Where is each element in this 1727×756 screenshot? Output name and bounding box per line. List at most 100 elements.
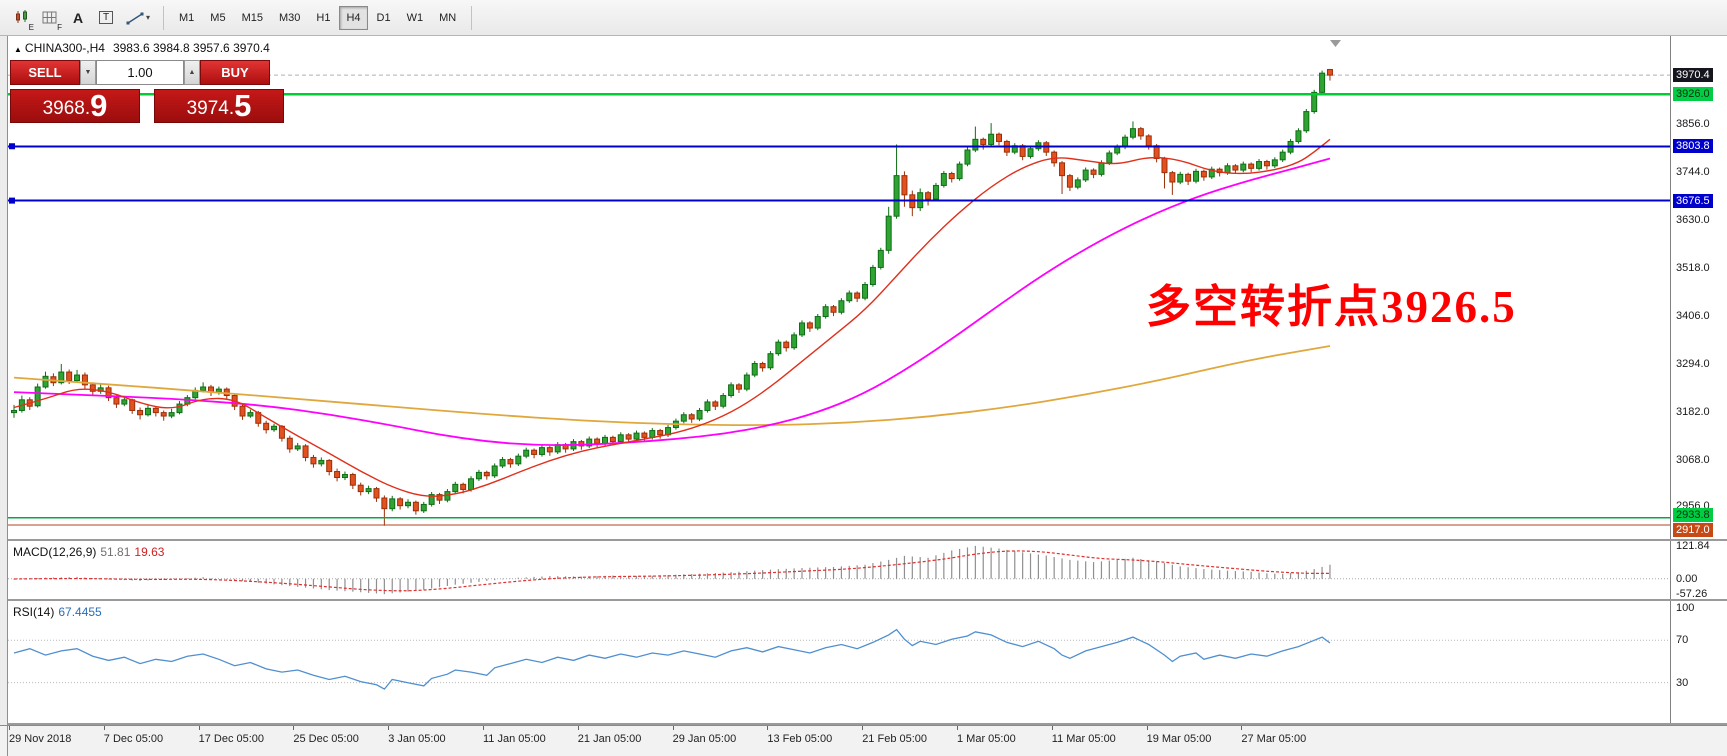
grid-glyph <box>42 11 57 23</box>
chart-header: ▲ CHINA300-,H4 3983.6 3984.8 3957.6 3970.4 <box>14 41 270 55</box>
ask-price-main: 3974. <box>186 98 235 120</box>
timeframe-toolbar: M1 M5 M15 M30 H1 H4 D1 W1 MN <box>171 5 464 30</box>
chart-ohlc-values: 3983.6 3984.8 3957.6 3970.4 <box>112 41 270 55</box>
ma-red-line <box>13 138 1331 497</box>
price-axis-label: 3803.8 <box>1673 139 1713 154</box>
timeframe-button-mn[interactable]: MN <box>439 11 457 24</box>
price-axis-label: 3068.0 <box>1676 454 1710 467</box>
volume-increase-button[interactable]: ▲ <box>184 60 200 85</box>
price-axis-label: 3856.0 <box>1676 117 1710 130</box>
trendline-glyph <box>126 12 144 24</box>
time-axis-tick <box>293 726 295 730</box>
chart-shift-marker-icon[interactable] <box>1330 40 1341 47</box>
panel-splitter[interactable] <box>8 599 1727 601</box>
timeframe-button-m5[interactable]: M5 <box>210 11 226 24</box>
toolbar-separator <box>163 5 164 30</box>
time-axis-tick <box>483 726 484 730</box>
cursor-tool-icon[interactable]: T <box>92 4 120 32</box>
trade-controls-row: SELL ▼ ▲ BUY <box>10 60 284 85</box>
bid-price-button[interactable]: 3968. 9 <box>10 89 140 123</box>
ask-price-big-digit: 5 <box>234 88 252 124</box>
bid-price-big-digit: 9 <box>90 88 108 124</box>
triangle-down-icon: ▼ <box>84 69 92 76</box>
time-axis-tick <box>1051 726 1053 730</box>
triangle-up-icon: ▲ <box>188 69 196 76</box>
text-tool-icon[interactable]: A <box>72 9 84 26</box>
time-axis-tick <box>1146 726 1148 730</box>
main-chart-canvas[interactable] <box>0 36 1670 539</box>
chart-left-border <box>7 36 8 756</box>
time-axis-label: 21 Feb 05:00 <box>862 733 928 745</box>
price-axis-label: 3970.4 <box>1673 68 1713 83</box>
time-axis-tick <box>577 726 579 730</box>
line-handle[interactable] <box>9 197 15 204</box>
price-axis[interactable]: 3970.4 3926.0 3856.0 3803.8 3744.0 3676.5 3630… <box>1670 36 1727 725</box>
timeframe-button-m30[interactable]: M30 <box>278 11 301 24</box>
rsi-name: RSI(14) <box>13 605 55 619</box>
time-axis-tick <box>103 726 105 730</box>
time-axis-label: 1 Mar 05:00 <box>957 733 1016 745</box>
chart-symbol-timeframe: CHINA300-,H4 <box>24 41 105 55</box>
panel-splitter[interactable] <box>8 723 1727 725</box>
time-axis-label: 29 Nov 2018 <box>9 733 72 745</box>
time-axis-label: 19 Mar 05:00 <box>1146 733 1212 745</box>
price-axis-label: 3406.0 <box>1676 310 1710 323</box>
ma-magenta-line <box>13 157 1331 447</box>
ma-orange-line <box>13 345 1331 426</box>
rsi-axis-label: 100 <box>1676 602 1695 615</box>
toolbar-separator <box>471 5 473 30</box>
line-tools-icon[interactable]: ▾ <box>120 4 156 32</box>
macd-indicator-label: MACD(12,26,9) 51.81 19.63 <box>13 545 164 559</box>
macd-signal-value: 19.63 <box>134 545 165 559</box>
panel-splitter[interactable] <box>8 539 1727 541</box>
time-axis[interactable]: 29 Nov 2018 7 Dec 05:00 17 Dec 05:00 25 Dec… <box>0 725 1727 756</box>
macd-panel-canvas[interactable] <box>0 541 1670 599</box>
time-axis-label: 17 Dec 05:00 <box>198 733 265 745</box>
price-axis-label: 3630.0 <box>1676 214 1710 227</box>
timeframe-button-w1[interactable]: W1 <box>406 11 424 24</box>
grid-icon[interactable]: F <box>36 4 64 32</box>
chart-style-sub-label: E <box>28 22 34 32</box>
time-axis-label: 27 Mar 05:00 <box>1241 733 1307 745</box>
chart-annotation-text: 多空转折点3926.5 <box>1146 282 1517 332</box>
timeframe-button-d1[interactable]: D1 <box>376 11 391 24</box>
macd-main-value: 51.81 <box>100 545 131 559</box>
timeframe-button-m1[interactable]: M1 <box>179 11 195 24</box>
time-axis-tick <box>1241 726 1243 730</box>
rsi-panel-canvas[interactable] <box>0 601 1670 723</box>
timeframe-button-h1[interactable]: H1 <box>316 11 331 24</box>
chevron-down-icon: ▾ <box>145 13 150 22</box>
price-axis-label: 3744.0 <box>1676 165 1710 178</box>
price-axis-label: 3926.0 <box>1673 87 1713 102</box>
line-handle[interactable] <box>9 143 15 150</box>
rsi-axis-label: 30 <box>1676 676 1689 689</box>
time-axis-label: 25 Dec 05:00 <box>293 733 359 745</box>
buy-button[interactable]: BUY <box>200 60 270 85</box>
volume-input[interactable] <box>96 60 184 85</box>
toolbar-icon-group: E F A T ▾ <box>8 4 156 32</box>
grid-sub-label: F <box>57 22 62 32</box>
macd-signal-line <box>13 550 1330 592</box>
sell-button[interactable]: SELL <box>10 60 80 85</box>
cursor-tool-glyph: T <box>98 11 114 24</box>
rsi-axis-label: 70 <box>1676 634 1689 647</box>
timeframe-button-h4[interactable]: H4 <box>339 5 368 30</box>
time-axis-label: 11 Jan 05:00 <box>483 733 546 745</box>
time-axis-tick <box>957 726 958 730</box>
toolbar: E F A T ▾ <box>0 0 1727 36</box>
chart-style-icon[interactable]: E <box>8 4 36 32</box>
macd-axis-label: 121.84 <box>1676 539 1710 552</box>
symbol-marker-icon: ▲ <box>14 45 22 54</box>
macd-name: MACD(12,26,9) <box>13 545 97 559</box>
time-axis-label: 11 Mar 05:00 <box>1051 733 1116 745</box>
timeframe-button-m15[interactable]: M15 <box>241 11 263 24</box>
ask-price-button[interactable]: 3974. 5 <box>154 89 284 123</box>
price-axis-label: 3518.0 <box>1676 262 1710 275</box>
one-click-trading-panel: SELL ▼ ▲ BUY 3968.9 3974.5 <box>10 60 284 123</box>
rsi-value: 67.4455 <box>58 605 102 619</box>
time-axis-label: 7 Dec 05:00 <box>103 733 164 745</box>
time-axis-tick <box>862 726 864 730</box>
volume-decrease-button[interactable]: ▼ <box>80 60 96 85</box>
price-axis-label: 2917.0 <box>1673 522 1713 537</box>
price-axis-label: 3182.0 <box>1676 405 1710 418</box>
